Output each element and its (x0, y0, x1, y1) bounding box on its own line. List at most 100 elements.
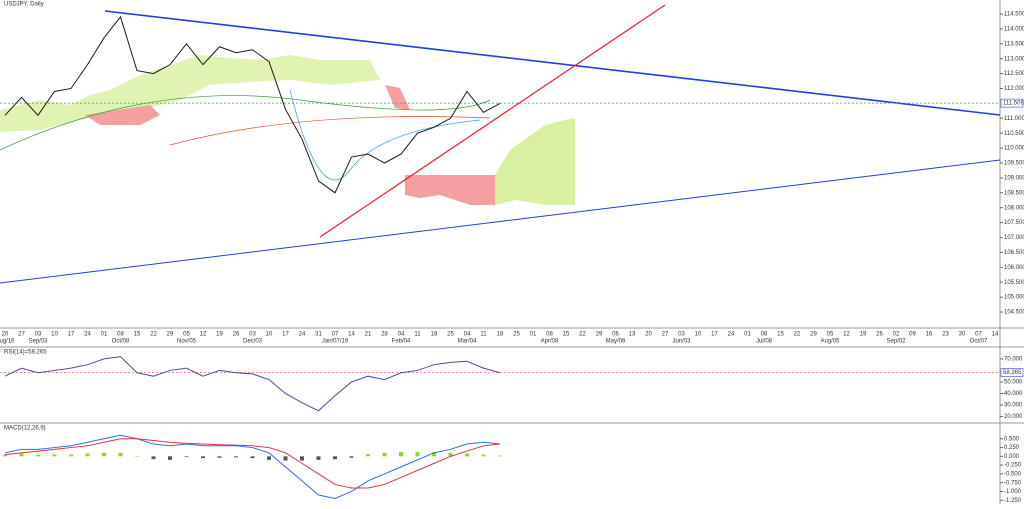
x-tick-label: 29 (167, 332, 174, 338)
x-tick-label: 24 (299, 332, 306, 338)
x-group-label: Aug/05 (820, 339, 840, 345)
moving-average (0, 95, 491, 151)
x-group-label: Jun/03 (672, 339, 691, 345)
x-tick-label: 29 (810, 332, 817, 338)
x-tick-label: 25 (513, 332, 520, 338)
histogram-bar (267, 456, 271, 460)
y-tick-label: 114.500 (1004, 12, 1024, 18)
x-tick-label: 15 (563, 332, 570, 338)
x-tick-label: 11 (414, 332, 421, 338)
histogram-bar (283, 456, 288, 461)
histogram-bar (349, 456, 354, 458)
y-tick-label: 105.000 (1004, 295, 1024, 301)
x-tick-label: 21 (365, 332, 372, 338)
histogram-bar (151, 456, 156, 460)
x-tick-label: 15 (777, 332, 784, 338)
x-tick-label: 19 (860, 332, 867, 338)
x-tick-label: 12 (843, 332, 850, 338)
histogram-bar (102, 452, 106, 457)
x-tick-label: 04 (398, 332, 405, 338)
x-tick-label: 06 (612, 332, 619, 338)
x-tick-label: 18 (431, 332, 438, 338)
histogram-bar (3, 454, 7, 457)
y-tick-label: 20.000 (1004, 414, 1023, 420)
x-group-label: Feb/04 (392, 339, 411, 345)
x-tick-label: 20 (645, 332, 652, 338)
y-tick-label: 50.000 (1004, 380, 1023, 386)
x-group-label: Mar/04 (458, 339, 477, 345)
cloud (495, 118, 575, 205)
y-tick-label: 0.000 (1004, 454, 1020, 460)
y-tick-label: -0.750 (1004, 480, 1022, 486)
histogram-bar (19, 453, 24, 457)
x-group-label: Apr/08 (541, 339, 559, 345)
histogram-bar (465, 453, 469, 457)
y-tick-label: 107.000 (1004, 235, 1024, 241)
y-tick-label: 30.000 (1004, 403, 1023, 409)
x-tick-label: 05 (827, 332, 834, 338)
series-line (4, 434, 501, 500)
cloud (405, 175, 495, 205)
y-tick-label: 114.000 (1004, 26, 1024, 32)
histogram-bar (415, 452, 420, 457)
histogram-bar (85, 453, 90, 457)
cloud (385, 85, 410, 110)
current-tag (1000, 98, 1024, 108)
x-tick-label: 02 (893, 332, 900, 338)
y-tick-label: 112.000 (1004, 86, 1024, 92)
y-tick-label: 106.500 (1004, 250, 1024, 256)
current-label: 58.265 (1003, 370, 1022, 376)
x-tick-label: 25 (447, 332, 454, 338)
x-tick-label: 05 (183, 332, 190, 338)
y-tick-label: 113.500 (1004, 41, 1024, 47)
x-tick-label: 07 (975, 332, 982, 338)
x-tick-label: 28 (381, 332, 388, 338)
y-tick-label: 107.500 (1004, 220, 1024, 226)
x-tick-label: 26 (876, 332, 883, 338)
x-tick-label: 09 (909, 332, 916, 338)
x-tick-label: 01 (744, 332, 751, 338)
y-tick-label: 109.500 (1004, 161, 1024, 167)
x-tick-label: 17 (68, 332, 75, 338)
histogram-bar (36, 454, 40, 457)
histogram-bar (52, 454, 57, 457)
x-tick-label: 26 (233, 332, 240, 338)
histogram-bar (250, 456, 255, 459)
x-tick-label: 01 (101, 332, 108, 338)
x-tick-label: 27 (18, 332, 25, 338)
histogram-bar (399, 452, 403, 457)
x-tick-label: 07 (332, 332, 339, 338)
x-tick-label: 17 (711, 332, 718, 338)
x-tick-label: 10 (695, 332, 702, 338)
x-tick-label: 14 (992, 332, 999, 338)
y-tick-label: 105.500 (1004, 280, 1024, 286)
histogram-bar (69, 454, 73, 457)
x-tick-label: 20 (2, 332, 9, 338)
y-tick-label: 113.000 (1004, 56, 1024, 62)
y-tick-label: 104.500 (1004, 310, 1024, 316)
x-group-label: Sep/02 (886, 339, 906, 345)
x-tick-label: 15 (134, 332, 141, 338)
histogram-bar (316, 456, 321, 460)
x-group-label: May/06 (606, 339, 626, 345)
x-tick-label: 03 (249, 332, 256, 338)
moving-average (169, 116, 491, 146)
x-tick-label: 03 (35, 332, 42, 338)
y-tick-label: -0.250 (1004, 463, 1022, 469)
x-tick-label: 22 (150, 332, 157, 338)
x-tick-label: 11 (480, 332, 487, 338)
y-tick-label: 70.000 (1004, 356, 1023, 362)
histogram-bar (217, 456, 222, 458)
histogram-bar (432, 452, 436, 457)
y-tick-label: 112.500 (1004, 71, 1024, 77)
current-label: 111.509 (1003, 101, 1024, 107)
y-tick-label: 110.500 (1004, 131, 1024, 137)
histogram-bar (448, 452, 453, 457)
y-tick-label: 40.000 (1004, 391, 1023, 397)
x-tick-label: 13 (629, 332, 636, 338)
x-tick-label: 10 (266, 332, 273, 338)
trend-line (319, 4, 666, 238)
x-tick-label: 10 (51, 332, 58, 338)
x-tick-label: 08 (117, 332, 124, 338)
